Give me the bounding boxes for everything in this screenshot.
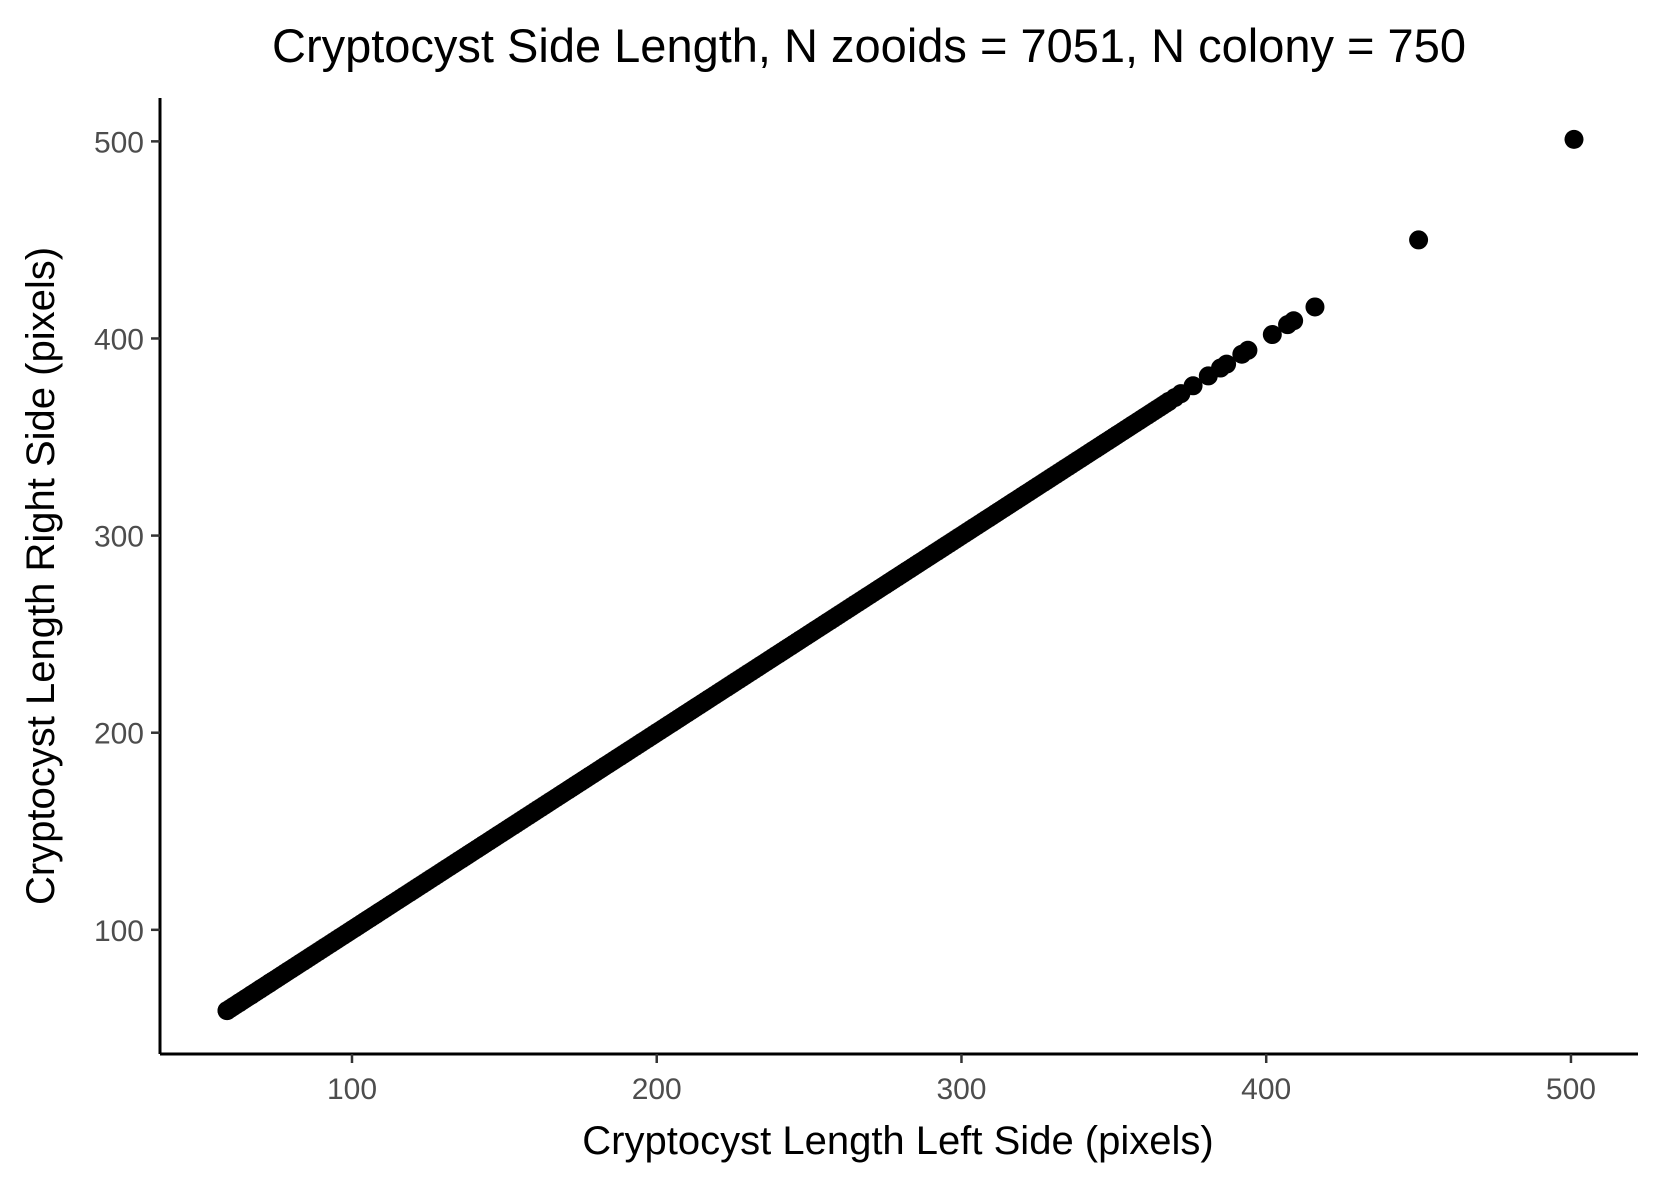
x-tick-label: 200 (632, 1073, 682, 1106)
x-tick-label: 100 (327, 1073, 377, 1106)
y-tick-label: 500 (94, 126, 144, 159)
x-axis-title: Cryptocyst Length Left Side (pixels) (582, 1119, 1213, 1163)
data-points (217, 129, 1584, 1021)
y-tick-label: 300 (94, 521, 144, 554)
y-axis-ticks: 100 200 300 400 500 (94, 126, 160, 948)
data-point (1305, 297, 1325, 317)
data-point (260, 973, 280, 993)
data-point (1564, 129, 1584, 149)
data-point (1284, 311, 1304, 331)
data-point (1183, 376, 1203, 396)
y-tick-label: 200 (94, 718, 144, 751)
y-tick-label: 100 (94, 915, 144, 948)
y-tick-label: 400 (94, 323, 144, 356)
data-point (1217, 354, 1237, 374)
x-tick-label: 300 (936, 1073, 986, 1106)
x-tick-label: 400 (1241, 1073, 1291, 1106)
x-tick-label: 500 (1546, 1073, 1596, 1106)
data-point (1409, 230, 1429, 250)
data-point (1262, 325, 1282, 345)
chart-title: Cryptocyst Side Length, N zooids = 7051,… (272, 19, 1466, 72)
x-axis-ticks: 100 200 300 400 500 (327, 1054, 1596, 1106)
data-point (1238, 340, 1258, 360)
y-axis-title: Cryptocyst Length Right Side (pixels) (19, 247, 63, 905)
